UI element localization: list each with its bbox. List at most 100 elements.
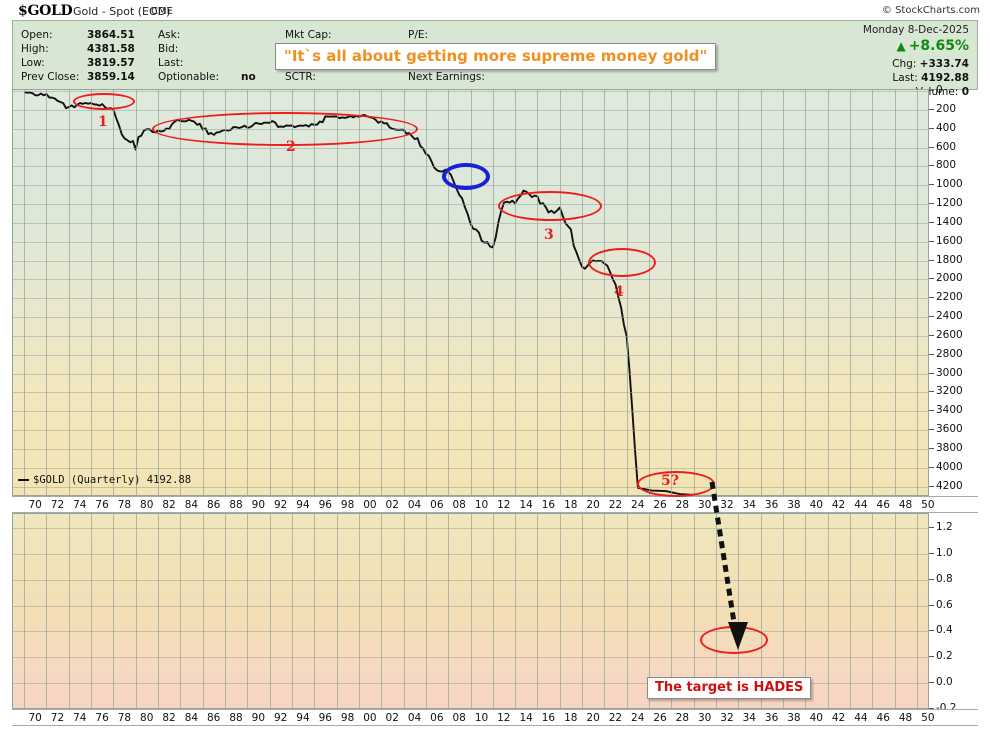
gridline-vertical [136,90,137,495]
gridline-vertical [69,90,70,495]
gridline-vertical [158,514,159,708]
gridline-vertical [872,514,873,708]
gridline-horizontal [13,631,928,632]
gridline-vertical [180,90,181,495]
y-axis-tick [929,553,934,554]
x-axis-label: 16 [541,499,556,511]
x-axis-label: 92 [273,499,288,511]
y-axis-tick [929,128,934,129]
x-axis-label: 32 [720,712,734,724]
y-axis-label: 0 [936,84,943,96]
gridline-vertical [850,90,851,495]
y-axis-tick [929,90,934,91]
y-axis-label: 1.2 [936,521,953,533]
y-axis-tick [929,708,934,709]
y-axis-label: 0.2 [936,650,953,662]
last-row: Last: 4192.88 [892,72,969,84]
x-axis-label: 10 [474,499,489,511]
x-axis-label: 06 [430,712,444,724]
open-label: Open: [21,29,53,41]
x-axis-label: 76 [95,499,109,511]
gridline-vertical [917,514,918,708]
x-axis-label: 12 [497,712,511,724]
last-quote-label: Last: [158,57,184,69]
price-y-axis: 0 200 400 600 800 1000 1200 1400 1600 1800 2000 220… [929,84,978,496]
y-axis-tick [929,682,934,683]
y-axis-tick [929,316,934,317]
volume-value: 0 [961,86,969,98]
annotation-ellipse-3 [498,191,602,221]
x-axis-label: 04 [407,499,422,511]
gridline-horizontal [13,468,928,469]
x-axis-label: 00 [363,712,377,724]
gridline-vertical [493,514,494,708]
gridline-horizontal [13,204,928,205]
gridline-vertical [203,90,204,495]
x-axis-label: 44 [854,712,868,724]
y-axis-tick [929,222,934,223]
symbol-exchange: CME [151,6,173,17]
gridline-horizontal [13,110,928,111]
x-axis-label: 76 [95,712,109,724]
gridline-vertical [828,90,829,495]
gridline-vertical [515,90,516,495]
lower-plot-area[interactable] [12,513,929,709]
x-axis-label: 70 [28,712,42,724]
x-axis-label: 74 [73,499,87,511]
headline-annotation: "It`s all about getting more supreme mon… [275,43,717,70]
price-x-axis: 70 72 74 76 78 80 82 84 86 88 90 92 94 96 98 00 02 04 06 08… [12,496,978,513]
gridline-horizontal [13,129,928,130]
x-axis-label: 04 [407,712,422,724]
x-axis-label: 96 [318,499,332,511]
gridline-vertical [671,514,672,708]
y-axis-tick [929,354,934,355]
x-axis-label: 06 [430,499,444,511]
y-axis-tick [929,448,934,449]
y-axis-label: 600 [936,141,957,153]
gridline-vertical [761,90,762,495]
gridline-horizontal [13,242,928,243]
gridline-vertical [582,90,583,495]
gridline-vertical [895,514,896,708]
annotation-label-2: 2 [286,139,296,155]
gridline-vertical [738,90,739,495]
annotation-ellipse-target [700,626,768,654]
gridline-horizontal [13,261,928,262]
y-axis-tick [929,467,934,468]
x-axis-label: 80 [140,712,154,724]
gridline-vertical [872,90,873,495]
x-axis-label: 46 [876,499,890,511]
gridline-horizontal [13,580,928,581]
x-axis-label: 00 [363,499,377,511]
price-plot-area[interactable] [12,89,929,496]
x-axis-label: 40 [809,499,823,511]
gridline-horizontal [13,298,928,299]
gridline-vertical [270,90,271,495]
gridline-vertical [381,514,382,708]
y-axis-label: 1.0 [936,547,953,559]
y-axis-tick [929,656,934,657]
lower-panel-wrap: 1.2 1.0 0.8 0.6 0.4 0.2 0.0 -0.2 [12,513,978,714]
x-axis-label: 82 [162,499,176,511]
gridline-horizontal [13,554,928,555]
gridline-vertical [203,514,204,708]
y-axis-tick [929,184,934,185]
y-axis-label: 0.8 [936,573,953,585]
gridline-vertical [895,90,896,495]
annotation-ellipse-blue [442,163,490,190]
gridline-vertical [381,90,382,495]
y-axis-label: 3800 [936,442,963,454]
sctr-label: SCTR: [285,71,316,83]
gridline-vertical [180,514,181,708]
gridline-vertical [471,514,472,708]
percent-change-value: +8.65% [908,38,969,54]
gridline-horizontal [13,279,928,280]
pe-label: P/E: [408,29,429,41]
gridline-horizontal [13,355,928,356]
gridline-horizontal [13,657,928,658]
gridline-vertical [91,514,92,708]
x-axis-label: 30 [697,712,712,724]
gridline-vertical [247,514,248,708]
gridline-vertical [292,90,293,495]
y-axis-tick [929,391,934,392]
